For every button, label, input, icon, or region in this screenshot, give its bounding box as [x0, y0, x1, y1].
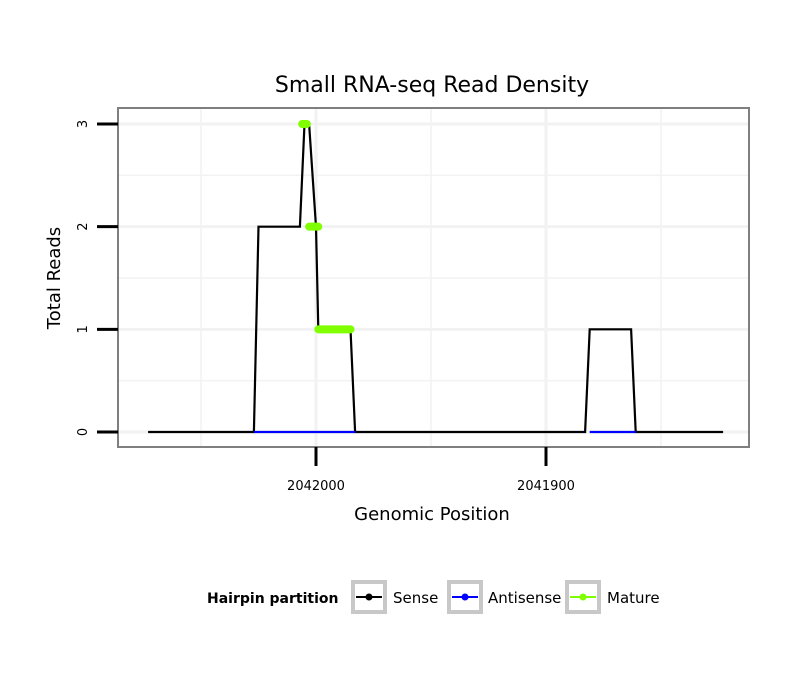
- chart-title: Small RNA-seq Read Density: [275, 73, 589, 98]
- legend-point-mature: [579, 593, 587, 601]
- legend-point-antisense: [461, 593, 469, 601]
- y-tick-label-2: 2: [76, 223, 91, 231]
- legend-label-sense: Sense: [393, 589, 438, 607]
- series-layer: [148, 120, 724, 434]
- x-axis-title: Genomic Position: [354, 504, 510, 525]
- y-tick-label-1: 1: [76, 325, 91, 333]
- y-tick-label-3: 3: [76, 120, 91, 128]
- legend-item-antisense: Antisense: [447, 580, 561, 614]
- plot-border: [117, 107, 750, 448]
- y-axis: 0 1 2 3: [76, 120, 118, 436]
- y-axis-title: Total Reads: [44, 227, 65, 330]
- y-tick-label-0: 0: [76, 428, 91, 436]
- x-tick-label-0: 2042000: [287, 479, 345, 494]
- legend-title: Hairpin partition: [207, 591, 338, 607]
- x-tick-label-1: 2041900: [517, 479, 575, 494]
- legend-item-mature: Mature: [565, 580, 660, 614]
- grid: [118, 108, 749, 447]
- x-axis: 2042000 2041900: [287, 447, 575, 494]
- legend-label-antisense: Antisense: [488, 589, 561, 607]
- legend: Hairpin partition Sense Antisense Mature: [207, 580, 660, 614]
- legend-item-sense: Sense: [351, 580, 438, 614]
- legend-point-sense: [365, 593, 373, 601]
- legend-label-mature: Mature: [607, 589, 660, 607]
